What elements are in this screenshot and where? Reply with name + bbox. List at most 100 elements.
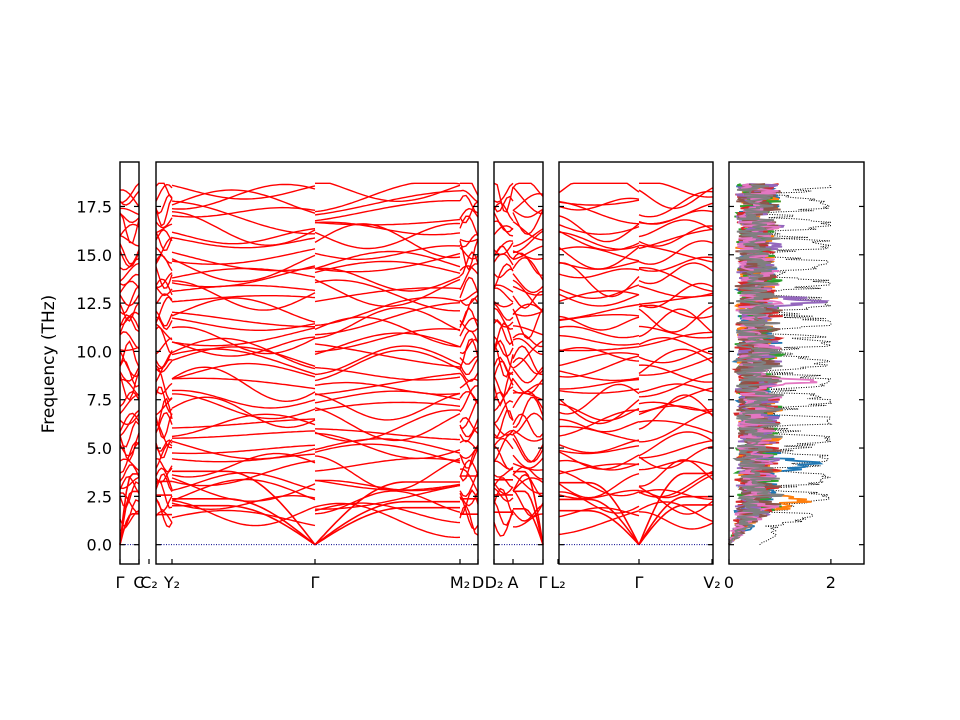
band-line (639, 410, 714, 443)
band-line (119, 280, 140, 294)
band-line (493, 375, 514, 397)
band-line (512, 310, 544, 317)
y-tick-label: 12.5 (76, 294, 112, 313)
x-tick-label: Γ (116, 573, 125, 592)
band-line (558, 439, 640, 454)
band-line (638, 401, 714, 411)
band-line (638, 501, 714, 523)
band-line (171, 472, 316, 492)
band-line (171, 396, 316, 429)
band-line (493, 245, 514, 260)
band-line (512, 462, 544, 471)
band-line (171, 336, 316, 357)
band-line (459, 358, 479, 376)
band-line (314, 279, 460, 312)
band-line (558, 230, 640, 251)
band-line (638, 490, 714, 515)
labels-layer: 0.02.55.07.510.012.515.017.5Γ CC₂ Y₂ Γ M₂ D D₂… (76, 197, 836, 592)
band-line (459, 504, 479, 536)
band-panel-frame (155, 161, 479, 565)
band-line (558, 403, 640, 422)
band-line (493, 422, 514, 436)
band-line (314, 401, 461, 412)
x-tick-label: D (472, 573, 484, 592)
band-line (512, 325, 544, 336)
band-line (171, 326, 316, 355)
band-line (558, 470, 640, 497)
band-line (171, 311, 315, 328)
band-line: C₂|Y₂ (155, 182, 173, 200)
band-line (512, 438, 544, 463)
band-line (314, 278, 461, 308)
band-line (314, 222, 461, 250)
band-line (559, 378, 640, 390)
band-line (512, 230, 544, 254)
band-line (512, 489, 544, 518)
band-line (172, 430, 316, 439)
x-tick-label: M₂ (450, 573, 470, 592)
band-line (314, 267, 461, 292)
band-line (459, 189, 479, 203)
band-line (638, 394, 714, 430)
band-line (493, 195, 514, 213)
band-line (171, 509, 316, 527)
band-line (558, 246, 640, 270)
band-line (512, 504, 544, 522)
band-line (558, 473, 640, 499)
band-line (171, 265, 316, 288)
band-line (459, 491, 479, 507)
band-line (155, 397, 173, 416)
band-line (638, 364, 714, 383)
y-tick-label: 0.0 (87, 536, 112, 555)
dos-lines-layer (727, 183, 833, 546)
band-line (155, 286, 173, 297)
band-line (558, 383, 640, 415)
band-line (512, 390, 544, 410)
band-line (314, 438, 461, 454)
band-line (459, 338, 479, 355)
band-line (155, 510, 173, 523)
band-line (155, 360, 173, 373)
band-line (459, 276, 479, 299)
band-line (638, 495, 713, 546)
band-line (512, 340, 544, 369)
band-line (172, 504, 316, 546)
band-line (512, 228, 544, 248)
band-line (512, 209, 544, 235)
band-line (512, 366, 544, 384)
band-line (638, 488, 713, 500)
band-line (558, 215, 640, 243)
band-line (314, 409, 461, 442)
band-line (638, 202, 714, 225)
band-line (119, 409, 140, 437)
band-line (171, 366, 316, 403)
band-line (493, 356, 514, 376)
band-panel-frame (493, 161, 544, 565)
band-line (314, 296, 461, 327)
band-line (155, 382, 173, 395)
band-line (493, 307, 514, 330)
band-line (155, 411, 173, 434)
band-line (314, 366, 461, 381)
x-tick-label: C (133, 573, 144, 592)
band-line (638, 266, 714, 292)
band-line (558, 370, 640, 382)
band-line (638, 460, 714, 471)
band-line (155, 439, 173, 452)
band-line (314, 500, 460, 546)
band-line (171, 251, 316, 272)
band-line (558, 262, 640, 298)
band-line (558, 445, 640, 455)
band-line (172, 470, 316, 546)
band-line (459, 290, 479, 302)
band-line (155, 237, 173, 265)
band-line (314, 381, 461, 395)
band-line (512, 308, 544, 340)
band-line (314, 392, 461, 421)
band-line (314, 481, 460, 546)
band-line (493, 212, 514, 233)
band-line (512, 433, 544, 463)
band-line (493, 500, 514, 526)
dos-panel-frame (728, 161, 865, 565)
band-line (558, 418, 640, 433)
